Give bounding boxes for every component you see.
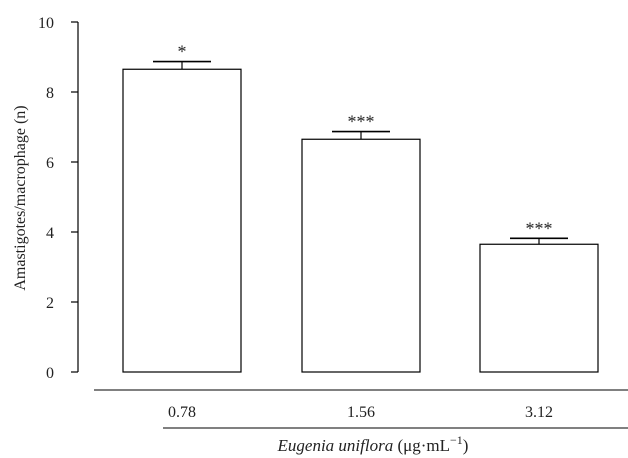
significance-marker: * [178,42,187,62]
x-tick-label: 1.56 [347,404,375,421]
significance-marker: *** [348,112,375,132]
bar [301,138,421,373]
significance-marker: *** [526,218,553,238]
y-tick-label: 2 [46,295,54,312]
bars: ******* [122,42,599,373]
y-axis-label: Amastigotes/macrophage (n) [12,105,29,290]
x-axis-label: Eugenia uniflora (μg·mL−1) [277,433,469,455]
bar [122,68,242,373]
x-axis-label-unit: (μg·mL [393,436,450,455]
x-axis-label-exponent: −1 [450,433,463,447]
bar [479,243,599,373]
y-tick-label: 0 [46,365,54,382]
y-tick-label: 10 [38,15,54,32]
x-axis: 0.78 1.56 3.12 [94,389,628,429]
x-axis-label-species: Eugenia uniflora [277,436,394,455]
x-axis-label-close: ) [463,436,469,455]
y-tick-label: 8 [46,85,54,102]
x-tick-label: 0.78 [168,404,196,421]
y-tick-label: 4 [46,225,54,242]
x-tick-label: 3.12 [525,404,553,421]
y-axis: 0 2 4 6 8 10 [38,15,79,382]
y-tick-label: 6 [46,155,54,172]
